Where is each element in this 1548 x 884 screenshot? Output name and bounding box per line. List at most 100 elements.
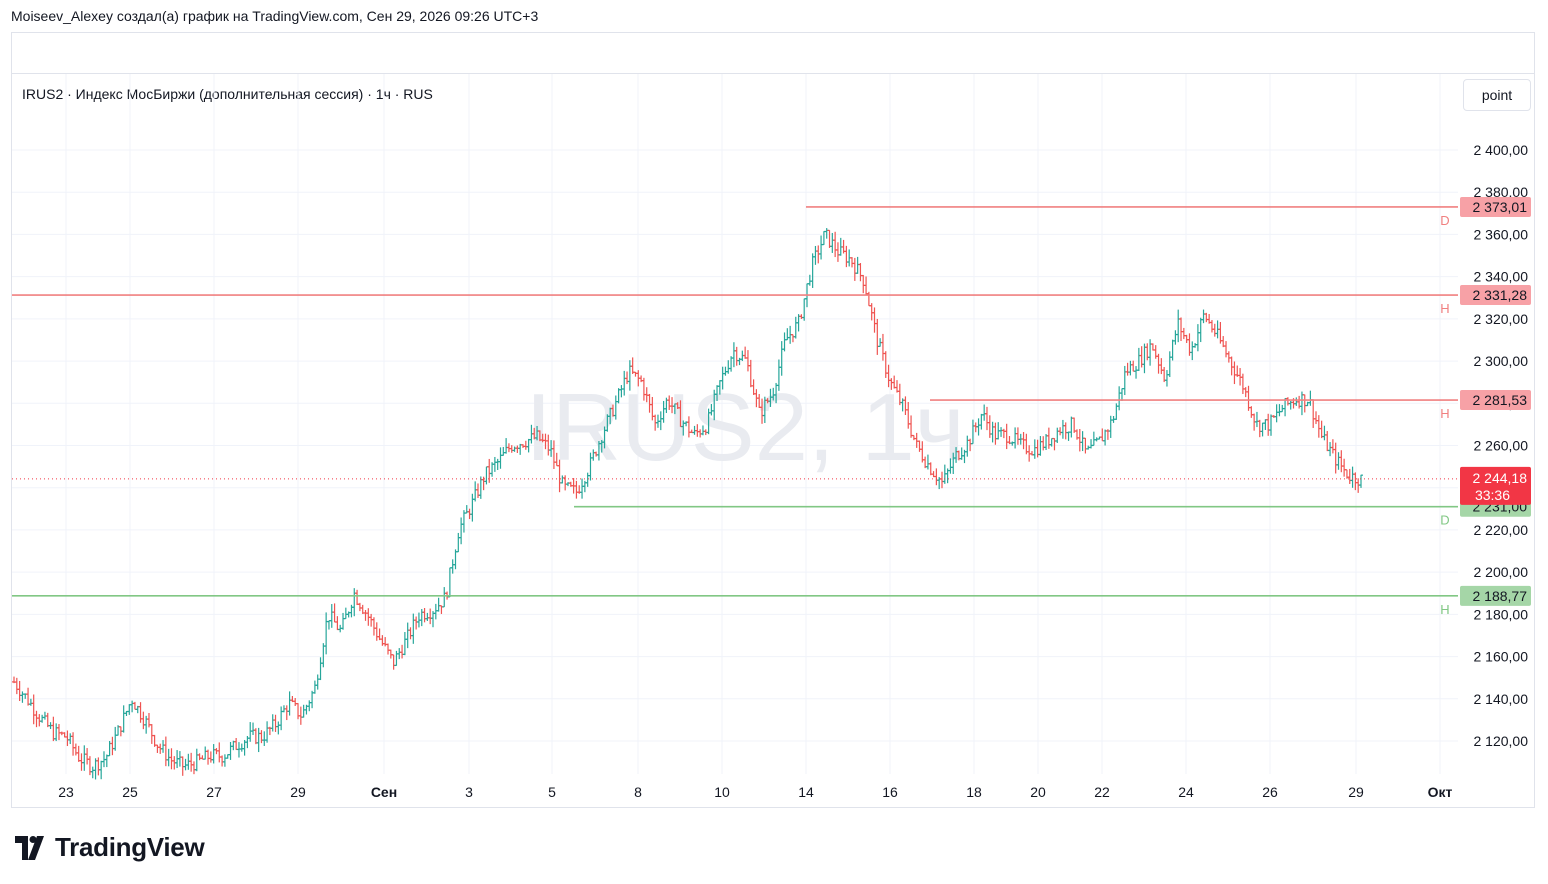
price-bar	[850, 257, 855, 268]
price-bar	[1119, 388, 1124, 401]
price-bar	[833, 231, 838, 258]
price-bar	[104, 754, 109, 768]
price-bar	[1209, 320, 1214, 333]
price-bar	[487, 458, 492, 483]
price-bar	[1314, 411, 1319, 425]
x-tick-label: 29	[1348, 784, 1364, 800]
price-bar	[1257, 419, 1262, 438]
y-tick-label: 2 120,00	[1474, 733, 1529, 749]
price-bar	[1328, 442, 1333, 457]
price-bar	[852, 257, 857, 281]
x-tick-label: 5	[548, 784, 556, 800]
x-tick-label: 24	[1178, 784, 1194, 800]
price-bar	[580, 478, 585, 499]
price-scale-mode-button[interactable]: point	[1463, 79, 1531, 111]
price-bar	[1336, 452, 1341, 470]
x-tick-label: 22	[1094, 784, 1110, 800]
x-tick-label: 29	[290, 784, 306, 800]
price-bar	[76, 745, 81, 762]
tradingview-logo[interactable]: TradingView	[13, 832, 205, 863]
level-price-label: 2 188,77	[1473, 588, 1528, 604]
price-bar	[206, 749, 211, 765]
price-bar	[459, 517, 464, 545]
price-axis[interactable]: 2 120,00 2 140,00 2 160,00 2 180,00 2 200,00…	[1474, 142, 1529, 749]
price-bar	[470, 493, 475, 522]
price-bar	[1148, 339, 1153, 366]
price-bar	[1198, 317, 1203, 343]
price-bar	[56, 724, 61, 741]
price-bar	[371, 617, 376, 636]
price-bar	[819, 235, 824, 260]
level-tag: D	[1440, 213, 1449, 228]
price-bar	[858, 263, 863, 282]
price-bar	[1240, 373, 1245, 394]
price-bar	[1339, 450, 1344, 473]
price-bar	[34, 710, 39, 728]
price-bar	[965, 435, 970, 457]
price-bar	[1333, 442, 1338, 474]
price-bar	[1091, 431, 1096, 447]
price-bar	[394, 650, 399, 667]
price-bar	[191, 761, 196, 775]
x-tick-label: 3	[465, 784, 473, 800]
price-bar	[315, 674, 320, 690]
price-bar	[217, 742, 222, 763]
price-bar	[155, 744, 160, 753]
time-axis[interactable]: 23 25 27 29 Сен 3 5 8 10 14 16 18 20 22 24 26 29 Окт	[58, 784, 1452, 800]
price-bar	[1164, 370, 1169, 387]
price-bar	[450, 559, 455, 574]
price-bar	[827, 229, 832, 248]
price-bar	[386, 643, 391, 655]
price-bar	[1260, 422, 1265, 437]
price-bar	[982, 404, 987, 421]
price-bar	[866, 291, 871, 307]
price-bar	[855, 256, 860, 274]
price-bar	[270, 714, 275, 732]
price-bar	[1142, 343, 1147, 374]
price-bar	[1052, 437, 1057, 451]
level-price-label: 2 373,01	[1473, 199, 1528, 215]
price-bar	[1190, 341, 1195, 361]
price-bar	[1058, 427, 1063, 436]
price-bar	[374, 622, 379, 641]
price-bar	[1229, 356, 1234, 376]
x-tick-label: 20	[1030, 784, 1046, 800]
price-bar	[1195, 324, 1200, 352]
level-tag: H	[1440, 406, 1449, 421]
price-bar	[1176, 309, 1181, 343]
price-bar	[1021, 432, 1026, 450]
price-bar	[799, 314, 804, 319]
y-tick-label: 2 320,00	[1474, 311, 1529, 327]
price-bar	[475, 483, 480, 499]
x-tick-label: 18	[966, 784, 982, 800]
price-bar	[1179, 317, 1184, 341]
price-bar	[96, 757, 101, 776]
price-bar	[492, 456, 497, 472]
price-bar	[40, 714, 45, 723]
price-bar	[782, 332, 787, 352]
price-bar	[743, 346, 748, 359]
price-bar	[509, 445, 514, 453]
y-tick-label: 2 260,00	[1474, 438, 1529, 454]
price-bar	[1159, 358, 1164, 375]
x-tick-label: 23	[58, 784, 74, 800]
price-bar	[332, 603, 337, 623]
price-bar	[473, 481, 478, 502]
price-bar	[1015, 427, 1020, 445]
horizontal-levels: D H H D H	[12, 206, 1458, 617]
last-price-badge	[1460, 466, 1531, 505]
symbol-info: IRUS2 · Индекс МосБиржи (дополнительная …	[22, 86, 433, 102]
price-bar	[731, 342, 736, 368]
level-price-label: 2 331,28	[1473, 287, 1528, 303]
price-bar	[26, 687, 31, 706]
price-bar	[329, 604, 334, 628]
price-bar	[790, 334, 795, 343]
price-bar	[388, 649, 393, 659]
y-tick-label: 2 220,00	[1474, 522, 1529, 538]
price-bar	[1173, 330, 1178, 345]
level-tag: H	[1440, 301, 1449, 316]
price-bar	[265, 721, 270, 743]
price-bar	[177, 751, 182, 767]
price-bar	[1032, 439, 1037, 459]
